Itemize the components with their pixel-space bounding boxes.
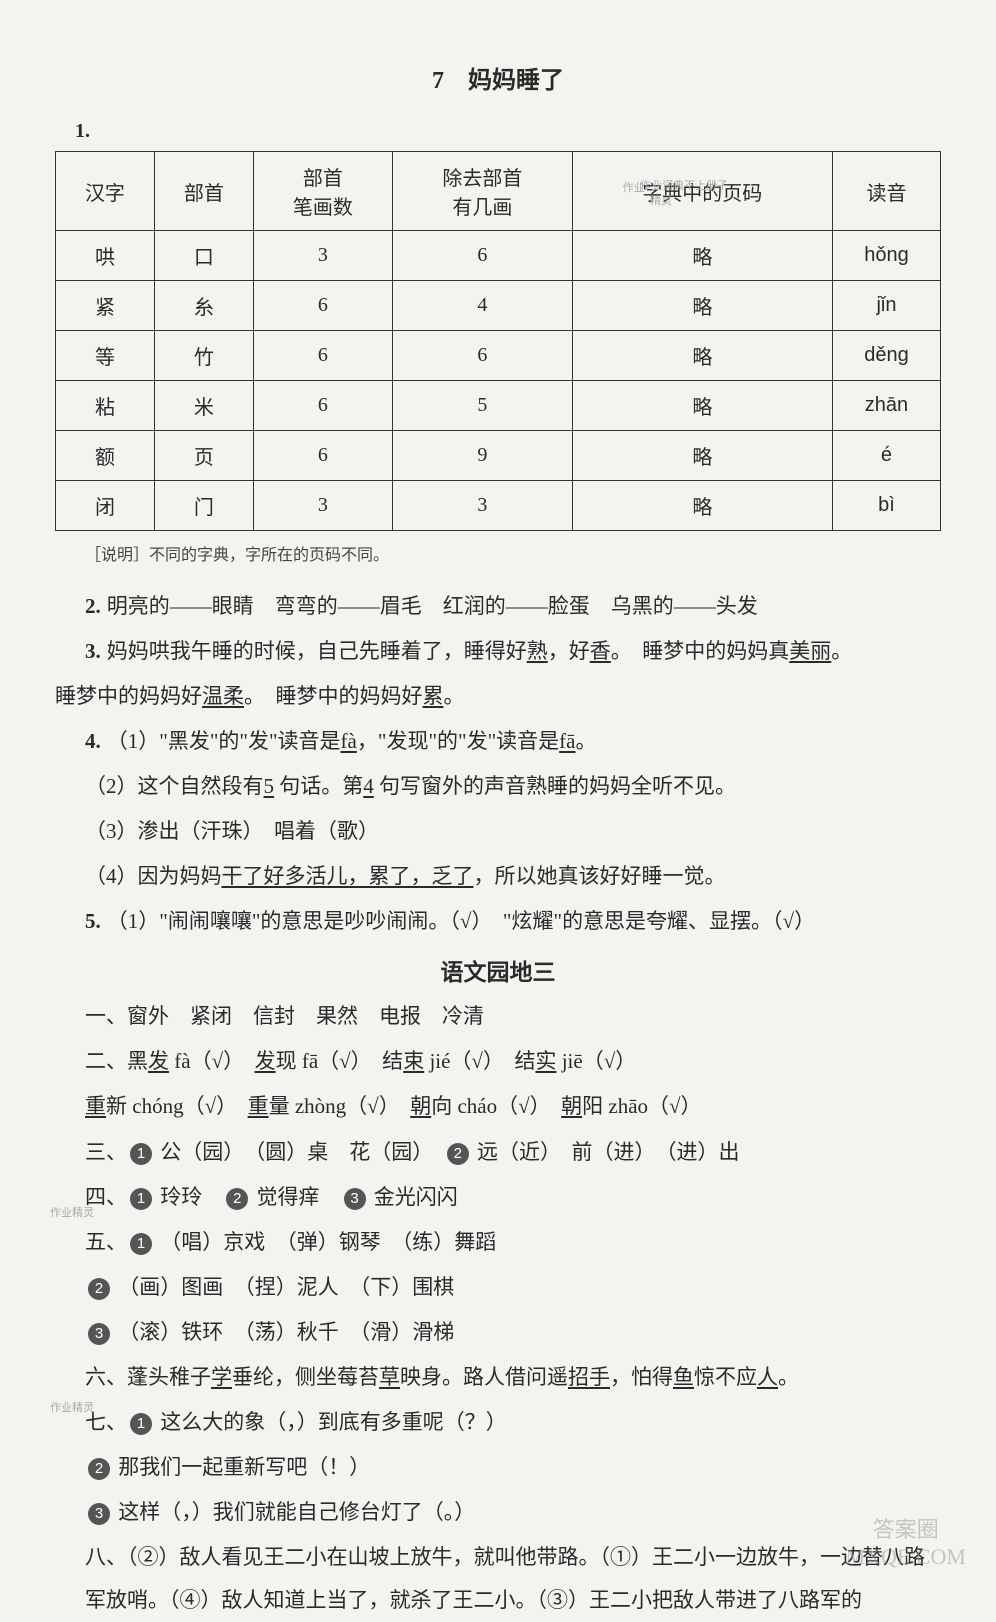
q2-line: 2.明亮的——眼睛 弯弯的——眉毛 红润的——脸蛋 乌黑的——头发	[85, 585, 941, 628]
sec2-line1: 二、黑发 fà（√） 发现 fā（√） 结束 jié（√） 结实 jiē（√）	[85, 1040, 941, 1083]
circle-3-icon: 3	[88, 1323, 110, 1345]
lookup-table: 汉字 部首 部首 笔画数 除去部首 有几画 字典中的页码 作业 读音 哄口36略…	[55, 151, 941, 531]
stamp-note: 作业精灵	[50, 1207, 94, 1220]
table-cell: hǒng	[832, 231, 940, 281]
table-header-row: 汉字 部首 部首 笔画数 除去部首 有几画 字典中的页码 作业 读音	[56, 152, 941, 231]
table-cell: 哄	[56, 231, 155, 281]
q4-sub2: （2）这个自然段有5 句话。第4 句写窗外的声音熟睡的妈妈全听不见。	[85, 765, 941, 808]
q4-sub1: 4.（1）"黑发"的"发"读音是fà，"发现"的"发"读音是fā。	[85, 720, 941, 763]
table-note: ［说明］不同的字典，字所在的页码不同。	[85, 541, 941, 565]
table-cell: 3	[253, 231, 392, 281]
stamp-note: 作业词典不上册子	[640, 180, 728, 193]
sec5-line3: 3 （滚）铁环 （荡）秋千 （滑）滑梯	[85, 1311, 941, 1354]
table-cell: děng	[832, 331, 940, 381]
table-cell: 竹	[154, 331, 253, 381]
table-cell: 6	[393, 231, 573, 281]
table-row: 额页69略é	[56, 431, 941, 481]
table-cell: jǐn	[832, 281, 940, 331]
table-cell: 6	[253, 431, 392, 481]
table-row: 闭门33略bì	[56, 481, 941, 531]
table-cell: 6	[253, 331, 392, 381]
q3-line1: 3.妈妈哄我午睡的时候，自己先睡着了，睡得好熟，好香。 睡梦中的妈妈真美丽。	[85, 630, 941, 673]
table-cell: 等	[56, 331, 155, 381]
q2-number: 2.	[85, 594, 101, 618]
table-cell: é	[832, 431, 940, 481]
q4-number: 4.	[85, 729, 101, 753]
table-cell: 6	[253, 381, 392, 431]
sec5-line2: 2 （画）图画 （捏）泥人 （下）围棋	[85, 1266, 941, 1309]
q4-sub4: （4）因为妈妈干了好多活儿，累了，乏了，所以她真该好好睡一觉。	[85, 855, 941, 898]
table-cell: 紧	[56, 281, 155, 331]
table-cell: 粘	[56, 381, 155, 431]
yuwenyuandi-title: 语文园地三	[55, 953, 941, 987]
stamp-note: 精灵	[650, 195, 672, 208]
table-row: 紧糸64略jǐn	[56, 281, 941, 331]
circle-3-icon: 3	[344, 1188, 366, 1210]
sec8-line: 八、（②）敌人看见王二小在山坡上放牛，就叫他带路。（①）王二小一边放牛，一边替八…	[85, 1536, 941, 1622]
table-cell: 6	[253, 281, 392, 331]
th-pinyin: 读音	[832, 152, 940, 231]
table-cell: 5	[393, 381, 573, 431]
table-cell: 闭	[56, 481, 155, 531]
circle-3-icon: 3	[88, 1503, 110, 1525]
table-cell: 3	[393, 481, 573, 531]
circle-1-icon: 1	[130, 1413, 152, 1435]
table-cell: 4	[393, 281, 573, 331]
circle-2-icon: 2	[226, 1188, 248, 1210]
table-cell: 略	[572, 231, 832, 281]
q1-number: 1.	[75, 120, 941, 143]
table-cell: 门	[154, 481, 253, 531]
th-bushou-strokes: 部首 笔画数	[253, 152, 392, 231]
table-cell: 米	[154, 381, 253, 431]
th-remaining-strokes: 除去部首 有几画	[393, 152, 573, 231]
sec5-line1: 五、1 （唱）京戏 （弹）钢琴 （练）舞蹈	[85, 1221, 941, 1264]
chapter-title: 7 妈妈睡了	[55, 60, 941, 95]
table-cell: 3	[253, 481, 392, 531]
th-bushou: 部首	[154, 152, 253, 231]
sec7-line2: 2 那我们一起重新写吧（！）	[85, 1446, 941, 1489]
stamp-note: 作业精灵	[50, 1402, 94, 1415]
sec7-line1: 七、1 这么大的象（，）到底有多重呢（？）	[85, 1401, 941, 1444]
table-row: 等竹66略děng	[56, 331, 941, 381]
table-cell: 略	[572, 481, 832, 531]
table-cell: 糸	[154, 281, 253, 331]
q4-sub3: （3）渗出（汗珠） 唱着（歌）	[85, 810, 941, 853]
table-cell: 9	[393, 431, 573, 481]
q3-number: 3.	[85, 639, 101, 663]
q3-line2: 睡梦中的妈妈好温柔。 睡梦中的妈妈好累。	[55, 675, 941, 718]
circle-2-icon: 2	[447, 1143, 469, 1165]
table-cell: 额	[56, 431, 155, 481]
q5-line: 5.（1）"闹闹嚷嚷"的意思是吵吵闹闹。（√） "炫耀"的意思是夸耀、显摆。（√…	[85, 900, 941, 943]
sec1-line: 一、窗外 紧闭 信封 果然 电报 冷清	[85, 995, 941, 1038]
circle-1-icon: 1	[130, 1188, 152, 1210]
table-cell: 口	[154, 231, 253, 281]
circle-1-icon: 1	[130, 1143, 152, 1165]
table-row: 哄口36略hǒng	[56, 231, 941, 281]
watermark: 答案圈 MXQE.COM	[846, 1512, 966, 1570]
table-cell: bì	[832, 481, 940, 531]
table-cell: 略	[572, 431, 832, 481]
sec3-line: 三、1 公（园） （圆）桌 花（园） 2 远（近） 前（进） （进）出	[85, 1131, 941, 1174]
sec4-line: 四、1 玲玲 2 觉得痒 3 金光闪闪	[85, 1176, 941, 1219]
th-hanzi: 汉字	[56, 152, 155, 231]
circle-2-icon: 2	[88, 1278, 110, 1300]
table-cell: 略	[572, 281, 832, 331]
sec7-line3: 3 这样（，）我们就能自己修台灯了（。）	[85, 1491, 941, 1534]
table-row: 粘米65略zhān	[56, 381, 941, 431]
sec2-line2: 重新 chóng（√） 重量 zhòng（√） 朝向 cháo（√） 朝阳 zh…	[85, 1085, 941, 1128]
table-cell: 6	[393, 331, 573, 381]
table-cell: 略	[572, 381, 832, 431]
circle-2-icon: 2	[88, 1458, 110, 1480]
table-cell: 略	[572, 331, 832, 381]
circle-1-icon: 1	[130, 1233, 152, 1255]
table-cell: zhān	[832, 381, 940, 431]
q5-number: 5.	[85, 909, 101, 933]
sec6-line: 六、蓬头稚子学垂纶，侧坐莓苔草映身。路人借问遥招手，怕得鱼惊不应人。	[85, 1356, 941, 1399]
table-cell: 页	[154, 431, 253, 481]
